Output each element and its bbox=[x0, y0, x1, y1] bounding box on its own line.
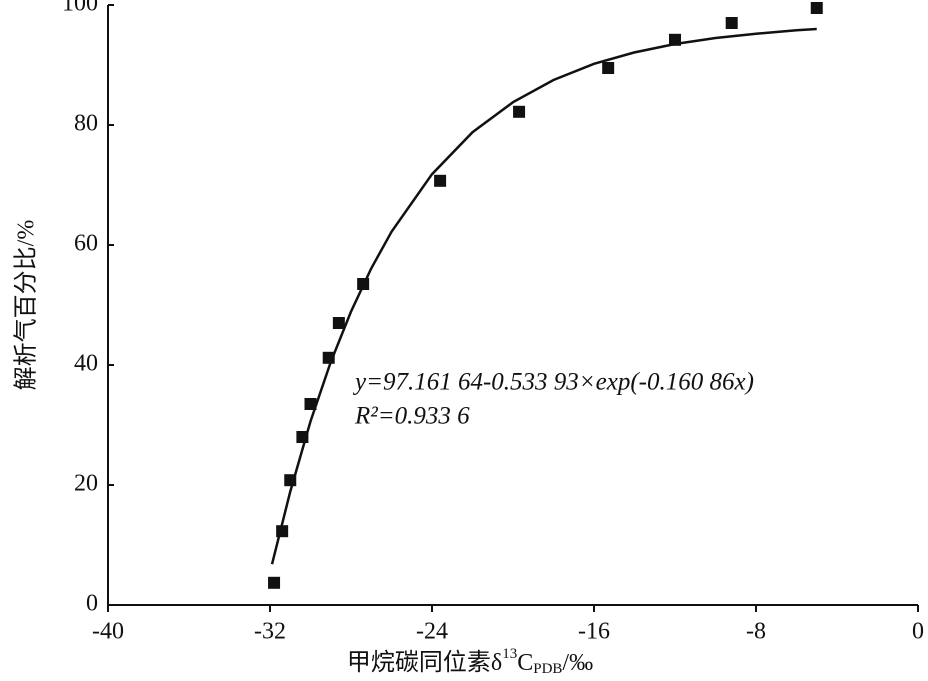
point bbox=[296, 431, 309, 443]
x-tick-label: -16 bbox=[578, 619, 610, 645]
y-tick-label: 0 bbox=[86, 591, 98, 617]
x-tick-label: -8 bbox=[746, 619, 766, 645]
y-tick-label: 20 bbox=[74, 471, 98, 497]
y-tick-label: 40 bbox=[74, 351, 98, 377]
point bbox=[304, 398, 317, 410]
point bbox=[276, 525, 289, 538]
x-tick-label: -32 bbox=[254, 619, 286, 645]
y-axis-label: 解析气百分比/% bbox=[13, 220, 40, 391]
point bbox=[322, 351, 335, 364]
point bbox=[602, 62, 615, 74]
point bbox=[434, 174, 447, 187]
fit-curve bbox=[270, 27, 817, 565]
fit-equation: y=97.161 64-0.533 93×exp(-0.160 86x) bbox=[352, 369, 754, 396]
x-axis-label: 甲烷碳同位素δ13CPDB/‰ bbox=[347, 646, 593, 677]
y-tick-label: 60 bbox=[74, 231, 98, 257]
x-label-unit: /‰ bbox=[562, 650, 593, 676]
point bbox=[725, 17, 738, 29]
r-squared: R²=0.933 6 bbox=[354, 403, 470, 430]
point bbox=[669, 33, 681, 46]
point bbox=[513, 105, 526, 118]
x-label-base: C bbox=[517, 650, 533, 676]
point bbox=[284, 474, 297, 487]
x-label-sup: 13 bbox=[502, 646, 517, 662]
point bbox=[332, 317, 345, 329]
y-tick-label: 100 bbox=[62, 0, 98, 17]
x-tick-label: -24 bbox=[416, 619, 448, 645]
x-tick-label: 0 bbox=[912, 619, 924, 645]
point bbox=[810, 2, 823, 14]
point bbox=[357, 278, 370, 290]
y-tick-label: 80 bbox=[74, 111, 98, 137]
x-label-sub: PDB bbox=[533, 661, 562, 677]
point bbox=[268, 576, 281, 589]
x-label-main: 甲烷碳同位素δ bbox=[347, 649, 502, 676]
x-tick-label: -40 bbox=[92, 619, 124, 645]
